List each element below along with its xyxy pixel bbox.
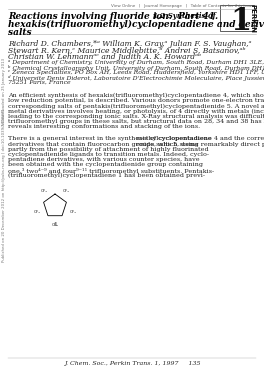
Text: ᵈ Universite Denis Diderot, Laboratoire D'Electrochimie Moleculaire, Place Jussi: ᵈ Universite Denis Diderot, Laboratoire … <box>8 75 264 81</box>
Text: corresponding salts of pentakis(trifluoromethyl)cyclopentadienide 5. A novel app: corresponding salts of pentakis(trifluor… <box>8 103 264 109</box>
Text: 1: 1 <box>230 6 251 37</box>
Text: one,³ two⁴⁻⁹ and four⁹⁻¹¹ trifluoromethyl substituents. Pentakis-: one,³ two⁴⁻⁹ and four⁹⁻¹¹ trifluoromethy… <box>8 168 214 174</box>
Text: (trifluoromethyl)cyclopentadiene 1 has been obtained previ-: (trifluoromethyl)cyclopentadiene 1 has b… <box>8 173 205 178</box>
Bar <box>220 5 254 31</box>
Text: CF₃: CF₃ <box>51 223 58 227</box>
Text: partly from the possibility of attachment of highly fluorinated: partly from the possibility of attachmen… <box>8 147 209 152</box>
Text: reveals interesting conformations and stacking of the ions.: reveals interesting conformations and st… <box>8 124 200 129</box>
Text: ᵃ Department of Chemistry, University of Durham, South Road, Durham DH1 3LE, UK: ᵃ Department of Chemistry, University of… <box>8 60 264 65</box>
Text: CF₃: CF₃ <box>63 189 70 193</box>
Text: salts: salts <box>8 28 32 37</box>
Text: pentadiene derivatives, with various counter species, have: pentadiene derivatives, with various cou… <box>8 157 200 162</box>
Text: low reduction potential, is described. Various donors promote one-electron trans: low reduction potential, is described. V… <box>8 98 264 103</box>
Text: derivatives that contain fluorocarbon groups, which stems: derivatives that contain fluorocarbon gr… <box>8 142 199 147</box>
Text: View Online   |   Journal Homepage   |   Table of Contents for this issue: View Online | Journal Homepage | Table o… <box>111 4 254 8</box>
Text: ᶜ Zeneca Specialties, PO Box AH, Leeds Road, Huddersfield, Yorkshire HD1 1FF, UK: ᶜ Zeneca Specialties, PO Box AH, Leeds R… <box>8 70 264 75</box>
Text: leading to the corresponding ionic salts. X-Ray structural analysis was difficul: leading to the corresponding ionic salts… <box>8 114 264 119</box>
Text: PERKIN: PERKIN <box>249 3 255 33</box>
Text: 1: 1 <box>53 222 57 227</box>
Text: trifluoromethyl groups in these salts, but structural data on 28, 34 and 38 has : trifluoromethyl groups in these salts, b… <box>8 119 264 124</box>
Text: ᵇ Chemical Crystallography Unit, University of Durham, South Road, Durham DH1 3L: ᵇ Chemical Crystallography Unit, Univers… <box>8 65 264 71</box>
Text: Reactions involving fluoride ion.  Part 41.: Reactions involving fluoride ion. Part 4… <box>8 12 218 21</box>
Text: CF₃: CF₃ <box>70 210 77 214</box>
Text: methylcyclopentadiene 4 and the corresponding cyclopentadi-: methylcyclopentadiene 4 and the correspo… <box>136 137 264 141</box>
Text: hexakis(trifluoromethyl)cyclopentadiene and derived cyclopentadienide: hexakis(trifluoromethyl)cyclopentadiene … <box>8 20 264 29</box>
Text: 1,2 Synthesis of: 1,2 Synthesis of <box>8 12 216 20</box>
Text: Christian W. Lehmannᵃᶜ and Judith A. K. Howardᵃᵇ: Christian W. Lehmannᵃᶜ and Judith A. K. … <box>8 53 201 61</box>
Text: Published on 20 December 2012 on http://pubs.rsc.org | doi:10.1039/A608871: Published on 20 December 2012 on http://… <box>2 108 6 262</box>
Text: An efficient synthesis of hexakis(trifluoromethyl)cyclopentadiene 4, which shows: An efficient synthesis of hexakis(triflu… <box>8 93 264 98</box>
Text: been obtained with the cyclopentadienide group containing: been obtained with the cyclopentadienide… <box>8 162 203 167</box>
Text: enide salts 5, using remarkably direct procedures. Our approach: enide salts 5, using remarkably direct p… <box>136 142 264 147</box>
Text: cyclopentadienide ligands to transition metals. Indeed, cyclo-: cyclopentadienide ligands to transition … <box>8 152 209 157</box>
Text: Stewart R. Kern,ᶜ Maurice Middlebitte,ᵈ Andrei S. Batsanov,ᵃᵇ: Stewart R. Kern,ᶜ Maurice Middlebitte,ᵈ … <box>8 47 246 54</box>
Text: Richard D. Chambers,*ᵃ William K. Gray,ᵃ Julian F. S. Vaughan,ᵃ: Richard D. Chambers,*ᵃ William K. Gray,ᵃ… <box>8 40 252 48</box>
Text: 75251 Paris, France: 75251 Paris, France <box>8 80 71 85</box>
Text: CF₃: CF₃ <box>40 189 47 193</box>
Text: There is a general interest in the synthesis of cyclopentadiene: There is a general interest in the synth… <box>8 137 212 141</box>
Text: CF₃: CF₃ <box>34 210 40 214</box>
Text: Downloaded on 25 January 2013: Downloaded on 25 January 2013 <box>2 58 6 122</box>
Text: J. Chem. Soc., Perkin Trans. 1, 1997     135: J. Chem. Soc., Perkin Trans. 1, 1997 135 <box>64 361 200 366</box>
Text: metal derivatives involves heating, or photolysis, of 4 directly with metals (in: metal derivatives involves heating, or p… <box>8 109 264 114</box>
